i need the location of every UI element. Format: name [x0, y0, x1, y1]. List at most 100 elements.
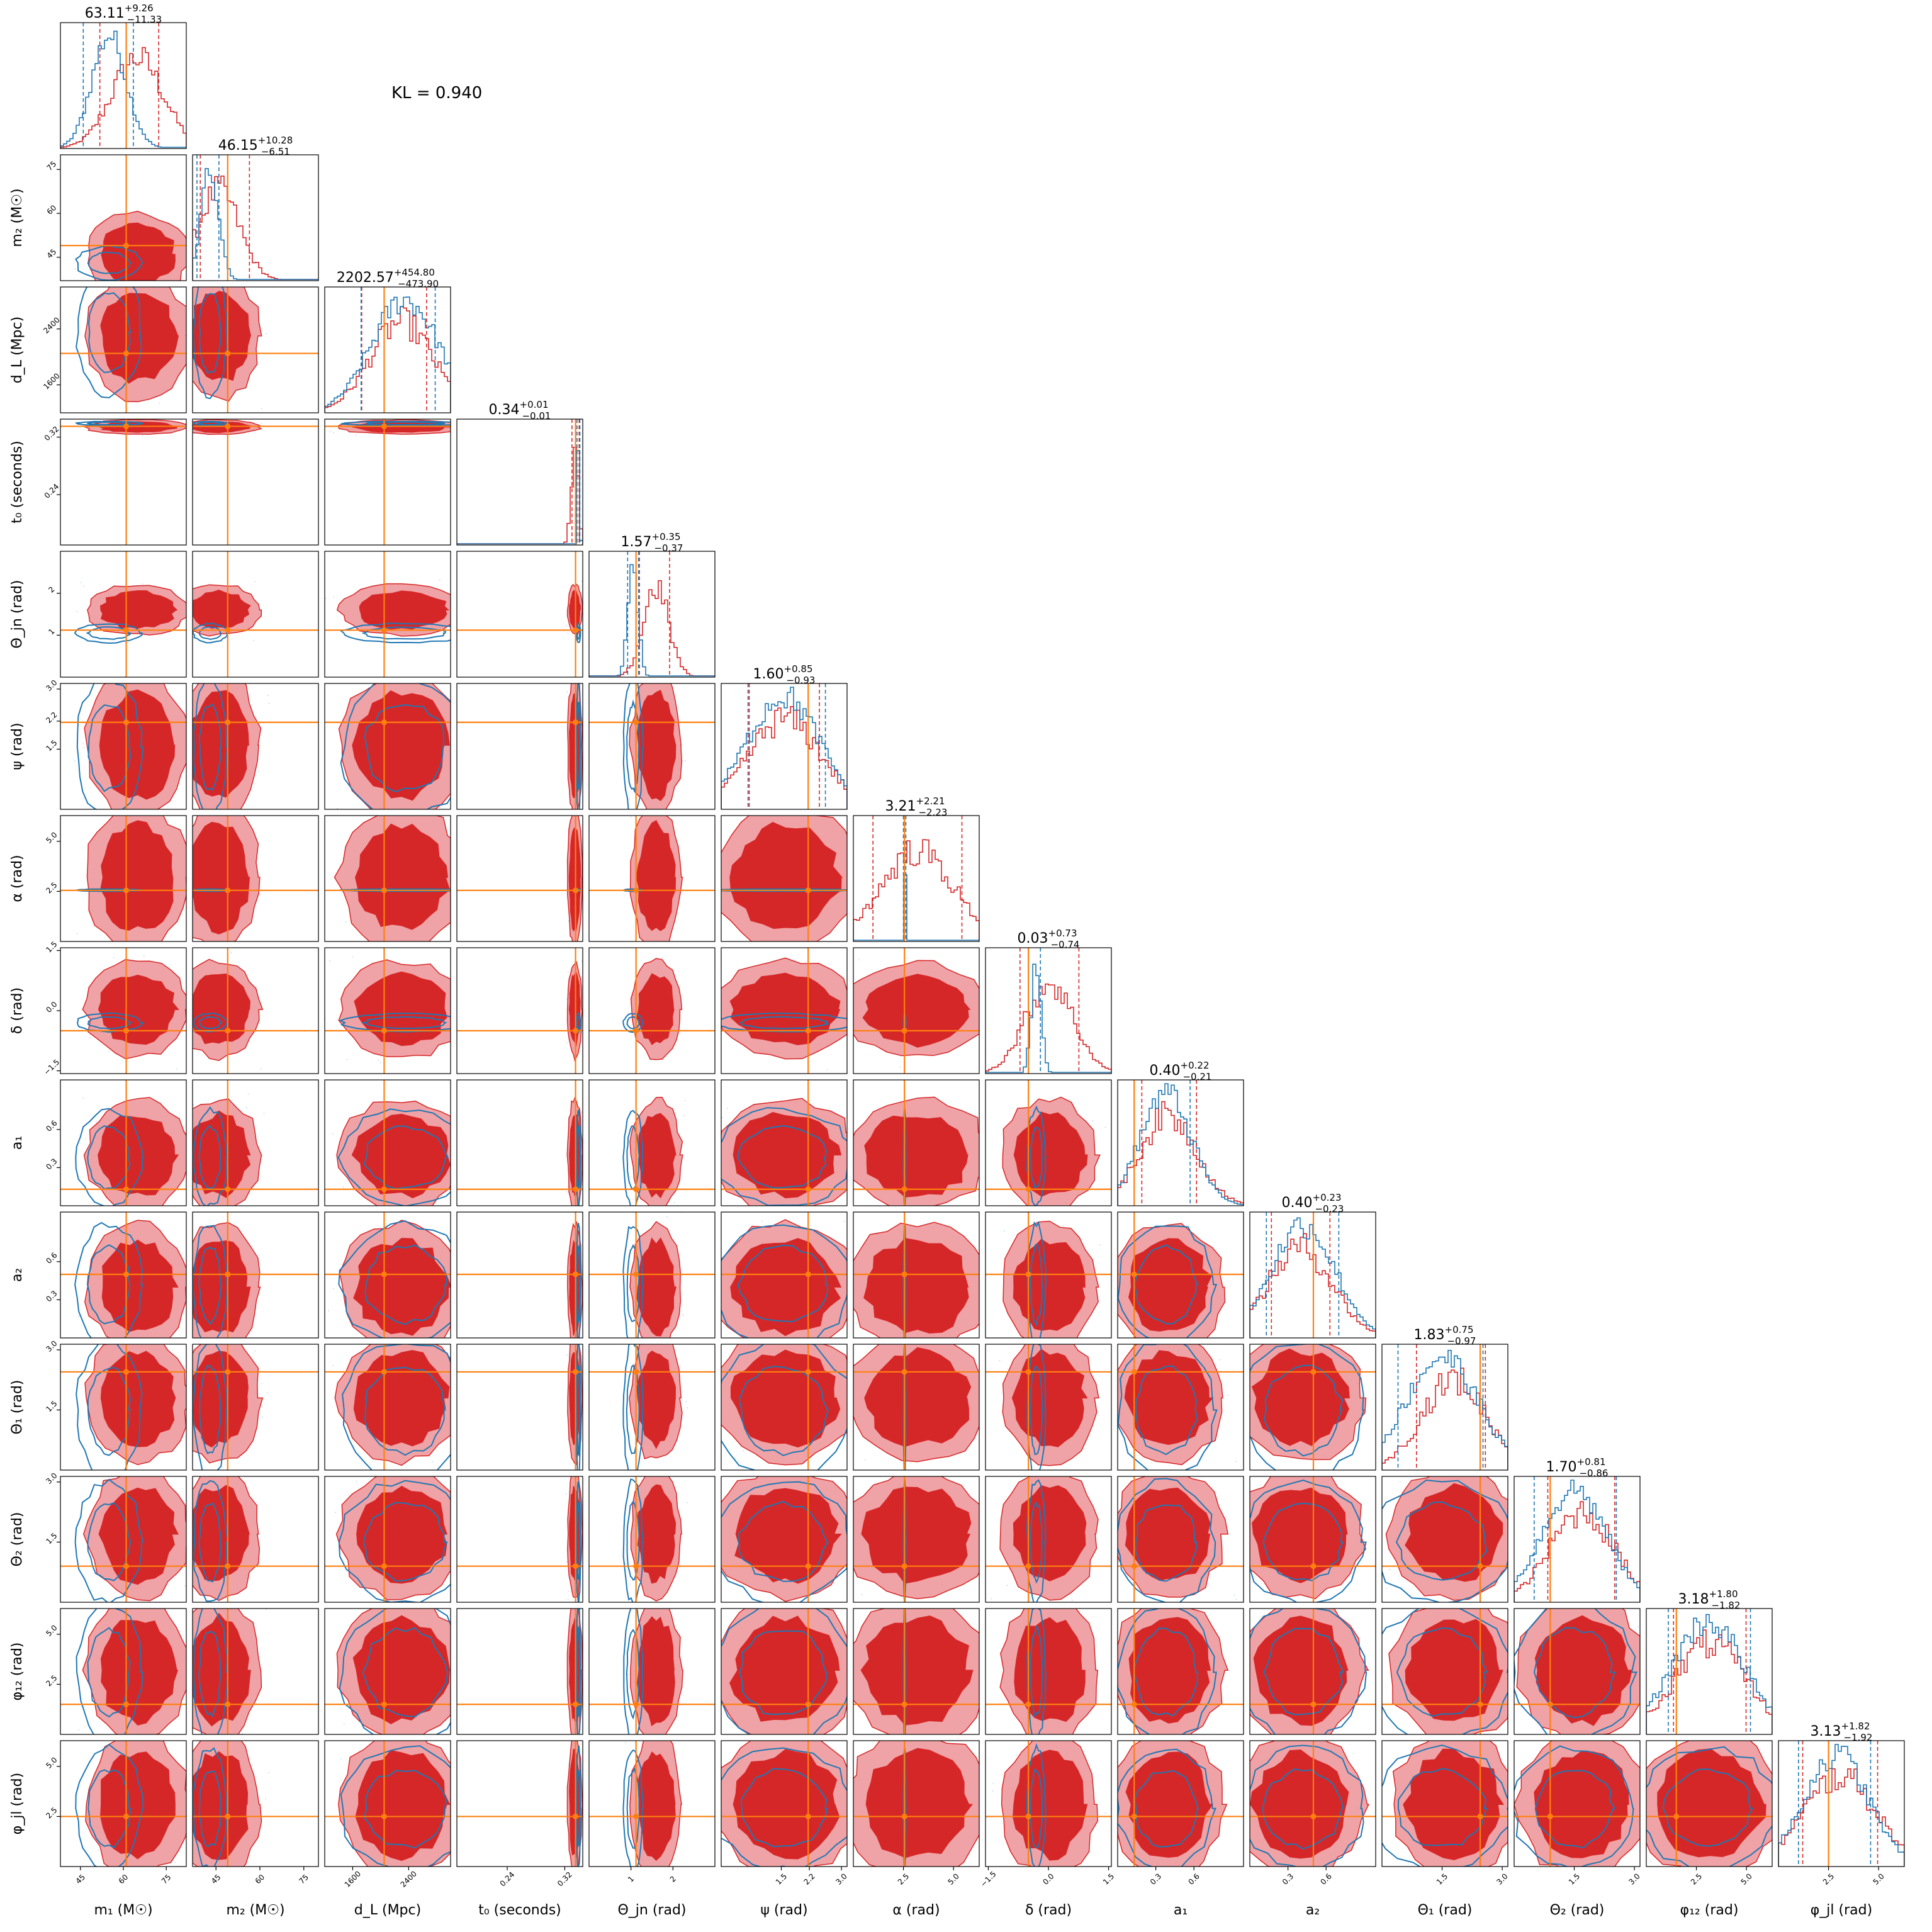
contour-panel-phi12-vs-psi	[721, 1609, 847, 1734]
ytick-a1-0: 0.3	[44, 1157, 59, 1171]
contour-b-inner	[87, 1366, 132, 1456]
contour-a-inner	[636, 973, 675, 1045]
contour-panel-theta2-vs-m1	[60, 1476, 186, 1602]
title-plus-dL: +454.80	[394, 267, 435, 278]
panel-frame-12-0	[60, 1608, 187, 1735]
contour-b-inner	[1533, 1627, 1616, 1719]
contour-panel-theta1-vs-dL	[325, 1344, 451, 1470]
xlabel-psi: ψ (rad)	[760, 1902, 807, 1918]
ylabel-theta1: Θ₁ (rad)	[9, 1380, 25, 1435]
contour-b-inner	[576, 1770, 581, 1848]
contour-b-inner	[1135, 1504, 1198, 1582]
hist-title-a1: 0.40+0.22 −0.21	[1150, 1060, 1212, 1082]
contour-b-inner	[198, 626, 222, 640]
hist-b-theta2	[1514, 1480, 1640, 1602]
contour-a-inner	[1125, 1751, 1214, 1858]
panel-frame-8-8	[1117, 1079, 1244, 1206]
truth-marker	[805, 1701, 811, 1707]
xtick-theta2-0: 1.5	[1567, 1872, 1581, 1886]
contour-panel-theta2-vs-m2	[193, 1476, 318, 1602]
truth-marker	[381, 1369, 387, 1375]
xtick-delta-0: −1.5	[979, 1870, 998, 1889]
contour-a-inner	[1252, 1487, 1348, 1583]
contour-b-outer	[1382, 1609, 1508, 1734]
contour-b-inner	[576, 1016, 581, 1030]
ytick-theta1-0: 1.5	[44, 1399, 59, 1413]
contour-a-inner	[861, 1486, 972, 1584]
hist-a-alpha	[853, 839, 979, 941]
truth-marker	[225, 627, 231, 633]
contour-panel-phijl-vs-dL	[325, 1741, 451, 1867]
panel-frame-11-5	[721, 1476, 848, 1603]
panel-frame-13-3	[456, 1740, 583, 1867]
title-minus-theta1: −0.97	[1447, 1335, 1476, 1347]
contour-a-inner	[1125, 1487, 1211, 1581]
contour-b-outer	[721, 1481, 847, 1602]
contour-panel-phijl-vs-t0	[457, 1741, 583, 1867]
truth-marker	[1131, 1563, 1137, 1570]
contour-b-outer	[575, 1480, 581, 1602]
contour-panel-a1-vs-t0	[457, 1080, 583, 1206]
contour-b-inner	[88, 251, 132, 274]
title-minus-m1: −11.33	[127, 14, 162, 25]
panel-frame-6-0	[60, 815, 187, 942]
title-value-a1: 0.40	[1150, 1063, 1181, 1079]
xlabel-alpha: α (rad)	[892, 1902, 940, 1918]
truth-marker	[573, 1701, 579, 1707]
truth-marker	[901, 1701, 907, 1707]
contour-b-inner	[1135, 1365, 1198, 1456]
panel-frame-11-10	[1381, 1476, 1508, 1603]
truth-marker	[225, 1813, 231, 1819]
contour-panel-thetajn-vs-t0	[457, 551, 583, 677]
contour-panel-theta1-vs-m2	[193, 1344, 318, 1470]
contour-b-inner	[1397, 1768, 1488, 1846]
ylabel-alpha: α (rad)	[9, 855, 25, 902]
contour-b-outer	[575, 1609, 581, 1734]
panel-frame-12-7	[985, 1608, 1112, 1735]
truth-marker	[805, 1186, 811, 1193]
xlabel-theta2: Θ₂ (rad)	[1550, 1902, 1605, 1918]
panel-frame-10-1	[192, 1344, 319, 1471]
ytick-t0-1: 0.32	[43, 425, 61, 443]
contour-a-inner	[353, 1350, 450, 1447]
panel-frame-6-2	[324, 815, 451, 942]
ytick-m2-2: 75	[45, 159, 59, 172]
kl-annotation: KL = 0.940	[391, 84, 482, 103]
contour-a-inner	[100, 293, 179, 384]
truth-marker	[123, 719, 130, 726]
truth-marker	[225, 887, 231, 894]
contour-b-inner	[576, 1245, 581, 1323]
truth-marker	[123, 1271, 130, 1278]
ylabel-dL: d_L (Mpc)	[9, 317, 25, 383]
contour-b-outer	[340, 683, 451, 809]
truth-marker	[381, 887, 387, 894]
contour-panel-a1-vs-m1	[60, 1080, 186, 1206]
panel-frame-3-2	[324, 418, 451, 546]
contour-a-inner	[100, 820, 174, 931]
title-plus-m1: +9.26	[125, 3, 154, 14]
contour-b-outer	[339, 1609, 451, 1734]
panel-frame-7-3	[456, 947, 583, 1074]
contour-panel-a1-vs-alpha	[853, 1080, 979, 1206]
contour-a-inner	[729, 1615, 840, 1722]
truth-marker	[573, 1271, 579, 1278]
contour-b-outer	[1250, 1609, 1368, 1734]
ytick-phi12-1: 5.0	[44, 1623, 59, 1637]
xtick-theta2-1: 3.0	[1627, 1872, 1641, 1886]
hist-title-psi: 1.60+0.85 −0.93	[753, 663, 816, 686]
contour-a-inner	[568, 827, 581, 933]
ylabel-m2: m₂ (M☉)	[9, 188, 25, 247]
contour-panel-delta-vs-dL	[325, 948, 451, 1074]
contour-b-inner	[198, 1770, 222, 1848]
panel-frame-1-1	[192, 154, 319, 281]
panel-frame-13-8	[1117, 1740, 1244, 1867]
truth-marker	[901, 1563, 907, 1570]
contour-b-inner	[1262, 1768, 1344, 1850]
contour-b-outer	[622, 1109, 644, 1206]
contour-b-outer	[340, 420, 451, 427]
panel-frame-5-3	[456, 683, 583, 810]
panel-frame-0-0	[60, 22, 187, 149]
contour-a-inner	[100, 1351, 176, 1447]
contour-b-inner	[1262, 1502, 1344, 1581]
axis-labels: m₁ (M☉) m₂ (M☉) m₂ (M☉) d_L (Mpc) d_L (Mpc) t…	[9, 188, 1872, 1918]
